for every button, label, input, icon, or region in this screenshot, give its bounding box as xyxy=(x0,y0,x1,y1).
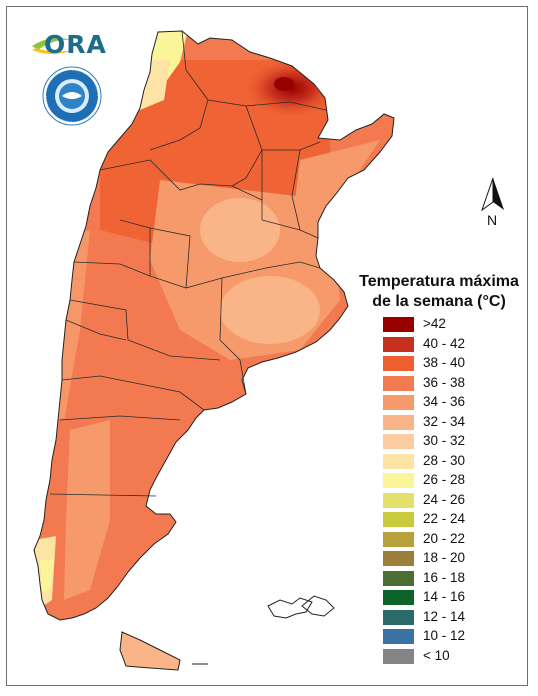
legend-label: 12 - 14 xyxy=(423,608,466,624)
legend-label: >42 xyxy=(423,316,446,331)
legend-item: 30 - 32 xyxy=(383,433,503,453)
legend-swatch xyxy=(383,473,414,488)
legend-swatch xyxy=(383,512,414,527)
zone-32-34-pampas xyxy=(220,276,320,344)
legend-item: 34 - 36 xyxy=(383,394,503,414)
legend-swatch xyxy=(383,453,414,469)
ora-logo: ORA xyxy=(30,28,110,62)
legend-swatch xyxy=(383,629,414,644)
legend-item: 14 - 16 xyxy=(383,589,503,609)
legend-item: >42 xyxy=(383,316,503,336)
legend-label: 34 - 36 xyxy=(423,394,466,409)
legend-item: 18 - 20 xyxy=(383,550,503,570)
legend-swatch xyxy=(383,317,414,332)
legend-label: < 10 xyxy=(423,647,450,663)
north-arrow-icon xyxy=(481,177,504,212)
ora-leaf-icon xyxy=(32,38,74,54)
legend-title: Temperatura máxima de la semana (°C) xyxy=(344,272,534,312)
legend-label: 28 - 30 xyxy=(423,452,466,468)
legend-label: 26 - 28 xyxy=(423,472,466,487)
map-frame xyxy=(6,6,528,686)
legend-swatch xyxy=(383,609,414,625)
islas-malvinas xyxy=(267,595,335,619)
legend-swatch xyxy=(383,375,414,391)
legend-item: 24 - 26 xyxy=(383,492,503,512)
north-arrow: N xyxy=(478,176,508,230)
legend-label: 30 - 32 xyxy=(423,433,466,448)
legend-item: 38 - 40 xyxy=(383,355,503,375)
legend-label: 22 - 24 xyxy=(423,511,466,526)
legend-label: 10 - 12 xyxy=(423,628,466,643)
legend-label: 14 - 16 xyxy=(423,589,466,604)
legend-swatch xyxy=(383,531,414,547)
legend-label: 38 - 40 xyxy=(423,355,466,370)
zone-26-28-south xyxy=(40,560,54,592)
legend-title-line1: Temperatura máxima xyxy=(359,273,519,290)
province-boundaries xyxy=(49,30,327,497)
legend-label: 18 - 20 xyxy=(423,550,466,565)
legend-swatch xyxy=(383,590,414,605)
legend-label: 20 - 22 xyxy=(423,530,466,546)
legend-swatch xyxy=(383,336,414,352)
legend-label: 32 - 34 xyxy=(423,413,466,429)
zone-34-36-patagonia xyxy=(64,420,110,600)
legend-swatch xyxy=(383,414,414,430)
legend-item: 16 - 18 xyxy=(383,570,503,590)
legend-swatch xyxy=(383,434,414,449)
legend-swatch xyxy=(383,395,414,410)
legend-label: 40 - 42 xyxy=(423,335,466,351)
legend-swatch xyxy=(383,356,414,371)
legend-item: < 10 xyxy=(383,648,503,668)
zone-over-42 xyxy=(274,77,294,91)
legend-swatch xyxy=(383,648,414,664)
zone-36-38-patagonia xyxy=(36,410,200,620)
ora-logo-text: ORA xyxy=(44,30,107,59)
legend: >42 40 - 42 38 - 40 36 - 38 34 - 36 32 - 34 30… xyxy=(383,316,503,667)
legend-label: 24 - 26 xyxy=(423,491,466,507)
tierra-del-fuego xyxy=(119,631,181,671)
legend-item: 26 - 28 xyxy=(383,472,503,492)
smn-seal-icon xyxy=(42,66,102,126)
legend-label: 16 - 18 xyxy=(423,569,466,585)
legend-item: 20 - 22 xyxy=(383,531,503,551)
legend-item: 22 - 24 xyxy=(383,511,503,531)
legend-item: 12 - 14 xyxy=(383,609,503,629)
legend-title-line2: de la semana (°C) xyxy=(372,293,506,310)
legend-item: 10 - 12 xyxy=(383,628,503,648)
legend-item: 40 - 42 xyxy=(383,336,503,356)
north-label: N xyxy=(487,212,498,228)
legend-item: 28 - 30 xyxy=(383,453,503,473)
zone-32-34-central xyxy=(200,198,280,262)
legend-item: 36 - 38 xyxy=(383,375,503,395)
legend-label: 36 - 38 xyxy=(423,374,466,390)
legend-swatch xyxy=(383,570,414,586)
legend-item: 32 - 34 xyxy=(383,414,503,434)
legend-swatch xyxy=(383,551,414,566)
legend-swatch xyxy=(383,492,414,508)
